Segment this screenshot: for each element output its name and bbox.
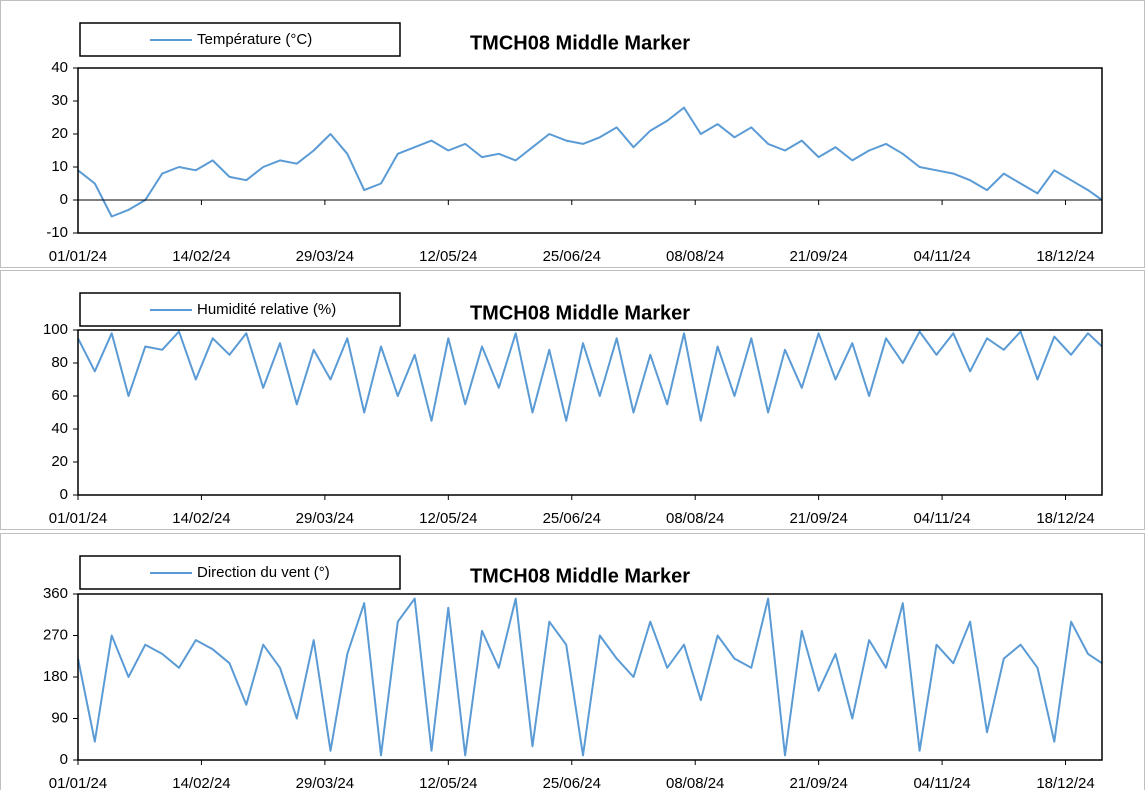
x-tick-label: 21/09/24 xyxy=(789,775,847,790)
x-tick-label: 14/02/24 xyxy=(172,775,230,790)
y-tick-label: -10 xyxy=(46,224,68,241)
data-line xyxy=(77,597,1103,757)
legend-label: Température (°C) xyxy=(197,31,312,48)
x-tick-label: 01/01/24 xyxy=(49,510,107,527)
y-tick-label: 80 xyxy=(51,354,68,371)
chart-title: TMCH08 Middle Marker xyxy=(470,565,690,587)
data-line xyxy=(77,330,1103,422)
x-tick-label: 04/11/24 xyxy=(913,248,970,265)
x-tick-label: 04/11/24 xyxy=(913,510,970,527)
x-tick-label: 29/03/24 xyxy=(296,510,354,527)
y-tick-label: 20 xyxy=(51,453,68,470)
x-tick-label: 18/12/24 xyxy=(1036,510,1094,527)
legend-box xyxy=(79,22,401,57)
y-tick-label: 20 xyxy=(51,125,68,142)
x-tick-label: 18/12/24 xyxy=(1036,248,1094,265)
y-tick-label: 0 xyxy=(60,191,68,208)
x-tick-label: 08/08/24 xyxy=(666,248,724,265)
x-tick-label: 29/03/24 xyxy=(296,775,354,790)
y-tick-label: 100 xyxy=(43,321,68,338)
y-tick-label: 90 xyxy=(51,709,68,726)
x-tick-label: 01/01/24 xyxy=(49,775,107,790)
plot-frame xyxy=(77,593,1103,761)
y-tick-label: 10 xyxy=(51,158,68,175)
y-tick-label: 360 xyxy=(43,585,68,602)
x-tick-label: 14/02/24 xyxy=(172,510,230,527)
x-tick-label: 21/09/24 xyxy=(789,510,847,527)
y-tick-label: 0 xyxy=(60,751,68,768)
x-tick-label: 25/06/24 xyxy=(543,510,601,527)
x-tick-label: 08/08/24 xyxy=(666,510,724,527)
x-tick-label: 14/02/24 xyxy=(172,248,230,265)
legend-label: Humidité relative (%) xyxy=(197,301,336,318)
x-tick-label: 18/12/24 xyxy=(1036,775,1094,790)
x-tick-label: 25/06/24 xyxy=(543,248,601,265)
x-tick-label: 08/08/24 xyxy=(666,775,724,790)
x-tick-label: 29/03/24 xyxy=(296,248,354,265)
y-tick-label: 0 xyxy=(60,486,68,503)
y-tick-label: 180 xyxy=(43,668,68,685)
chart-title: TMCH08 Middle Marker xyxy=(470,302,690,324)
y-tick-label: 30 xyxy=(51,92,68,109)
x-tick-label: 01/01/24 xyxy=(49,248,107,265)
legend-label: Direction du vent (°) xyxy=(197,564,330,581)
x-tick-label: 12/05/24 xyxy=(419,248,477,265)
legend-box xyxy=(79,555,401,590)
x-tick-label: 12/05/24 xyxy=(419,775,477,790)
x-tick-label: 21/09/24 xyxy=(789,248,847,265)
plot-frame xyxy=(77,67,1103,234)
legend-box xyxy=(79,292,401,327)
x-tick-label: 04/11/24 xyxy=(913,775,970,790)
y-tick-label: 40 xyxy=(51,420,68,437)
y-tick-label: 60 xyxy=(51,387,68,404)
y-tick-label: 40 xyxy=(51,59,68,76)
x-tick-label: 12/05/24 xyxy=(419,510,477,527)
data-line xyxy=(77,106,1103,218)
x-tick-label: 25/06/24 xyxy=(543,775,601,790)
plot-frame xyxy=(77,329,1103,496)
y-tick-label: 270 xyxy=(43,626,68,643)
chart-title: TMCH08 Middle Marker xyxy=(470,32,690,54)
